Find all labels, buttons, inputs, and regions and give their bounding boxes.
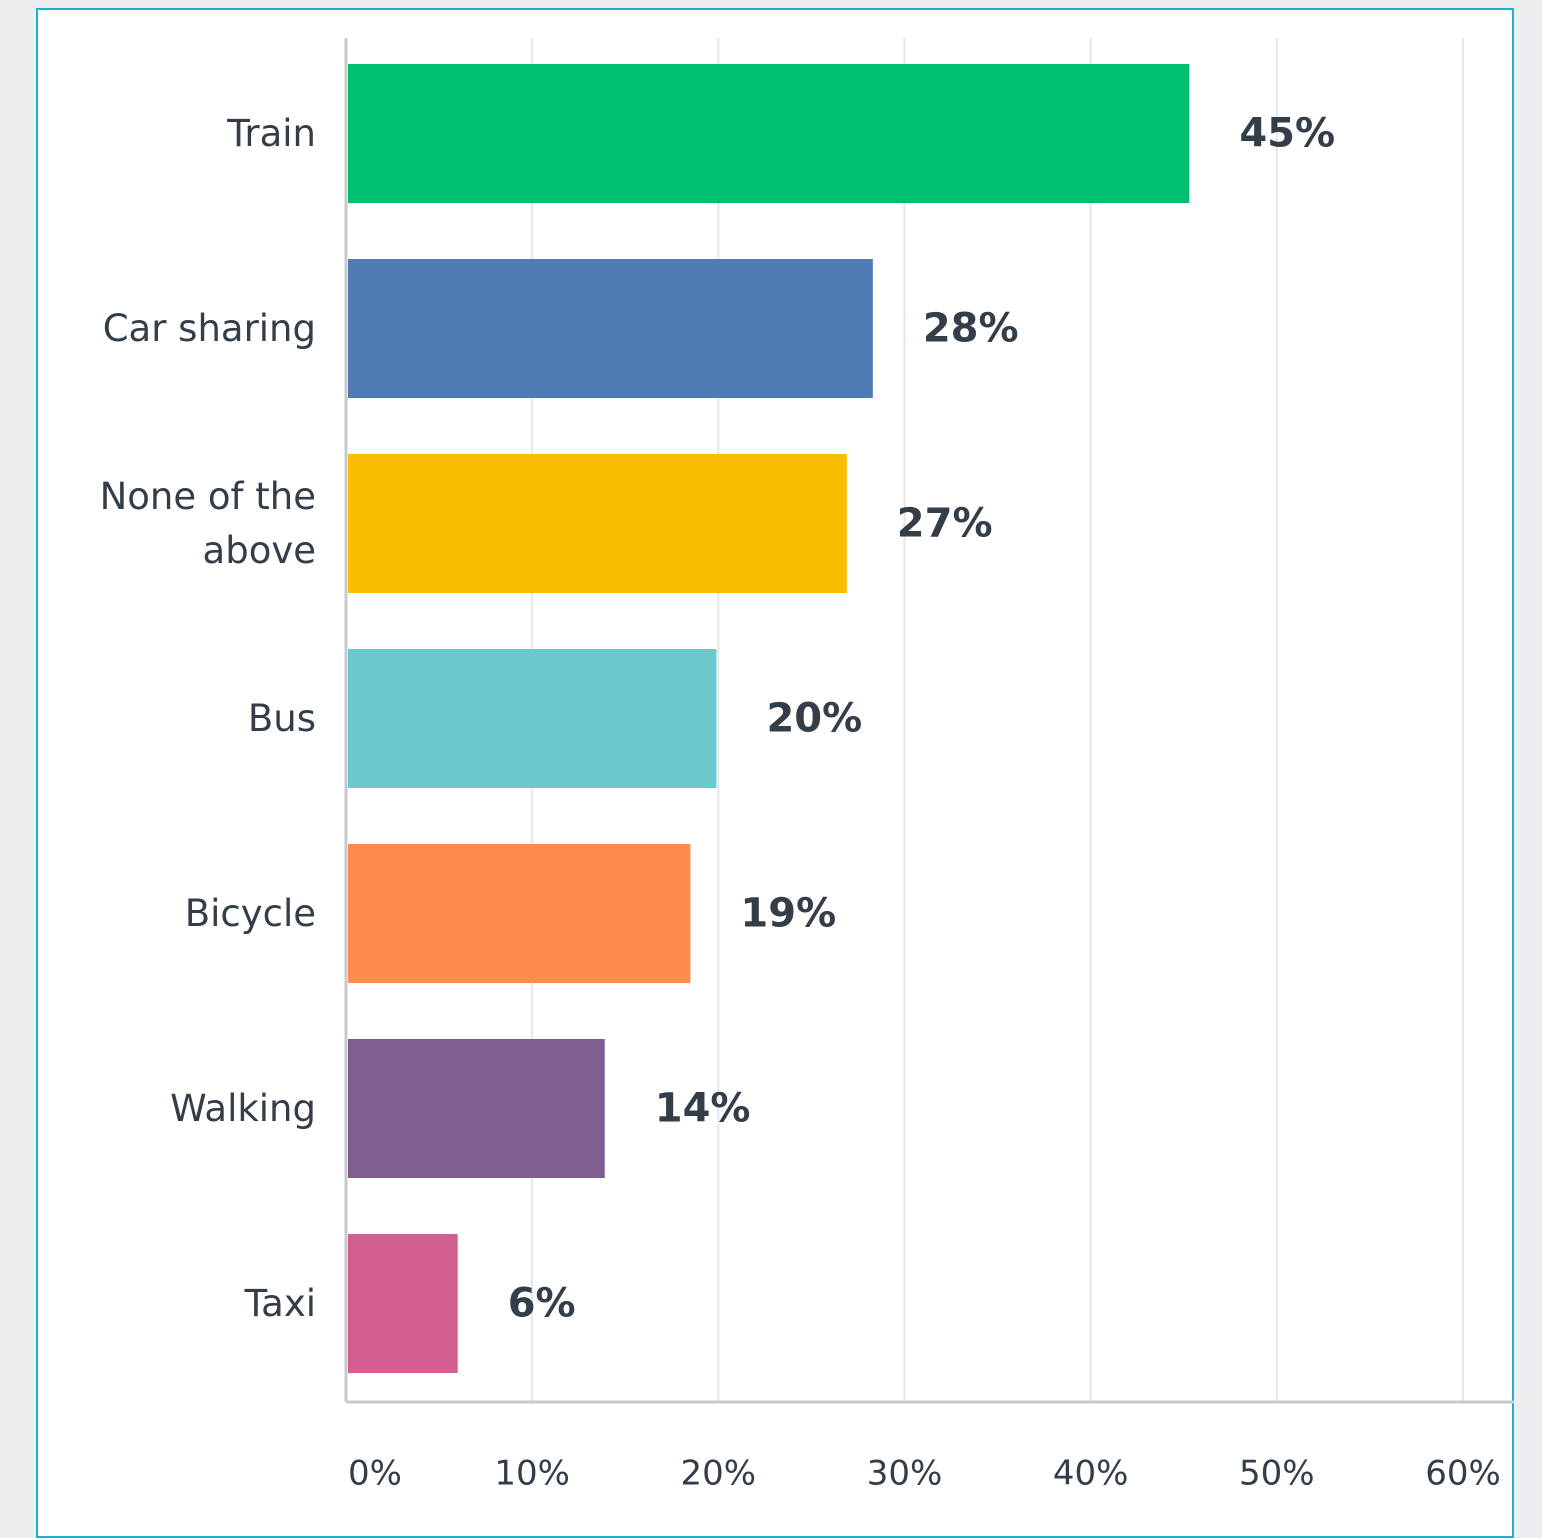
bar — [348, 454, 847, 593]
x-tick-label: 20% — [681, 1454, 757, 1494]
value-label: 14% — [655, 1086, 751, 1132]
y-tick-label: Taxi — [244, 1281, 316, 1325]
value-label: 20% — [766, 696, 862, 742]
y-tick-label: Walking — [170, 1086, 316, 1130]
x-tick-label: 0% — [348, 1454, 402, 1494]
y-tick-label: Car sharing — [102, 306, 316, 350]
bar — [348, 1039, 605, 1178]
x-tick-label: 30% — [867, 1454, 943, 1494]
x-tick-label: 10% — [494, 1454, 570, 1494]
bar — [348, 259, 873, 398]
value-label: 45% — [1239, 111, 1335, 157]
y-tick-label: None of the above — [99, 474, 316, 572]
value-label: 27% — [897, 501, 993, 547]
x-tick-label: 40% — [1053, 1454, 1129, 1494]
value-label: 19% — [740, 891, 836, 937]
bar — [348, 649, 717, 788]
value-label: 6% — [508, 1281, 576, 1327]
x-tick-label: 60% — [1425, 1454, 1501, 1494]
bar — [348, 1234, 458, 1373]
bar — [348, 64, 1190, 203]
y-tick-label: Train — [227, 111, 316, 155]
value-label: 28% — [923, 306, 1019, 352]
y-tick-label: Bus — [247, 696, 316, 740]
bar — [348, 844, 691, 983]
y-tick-label: Bicycle — [184, 891, 316, 935]
x-tick-label: 50% — [1239, 1454, 1315, 1494]
